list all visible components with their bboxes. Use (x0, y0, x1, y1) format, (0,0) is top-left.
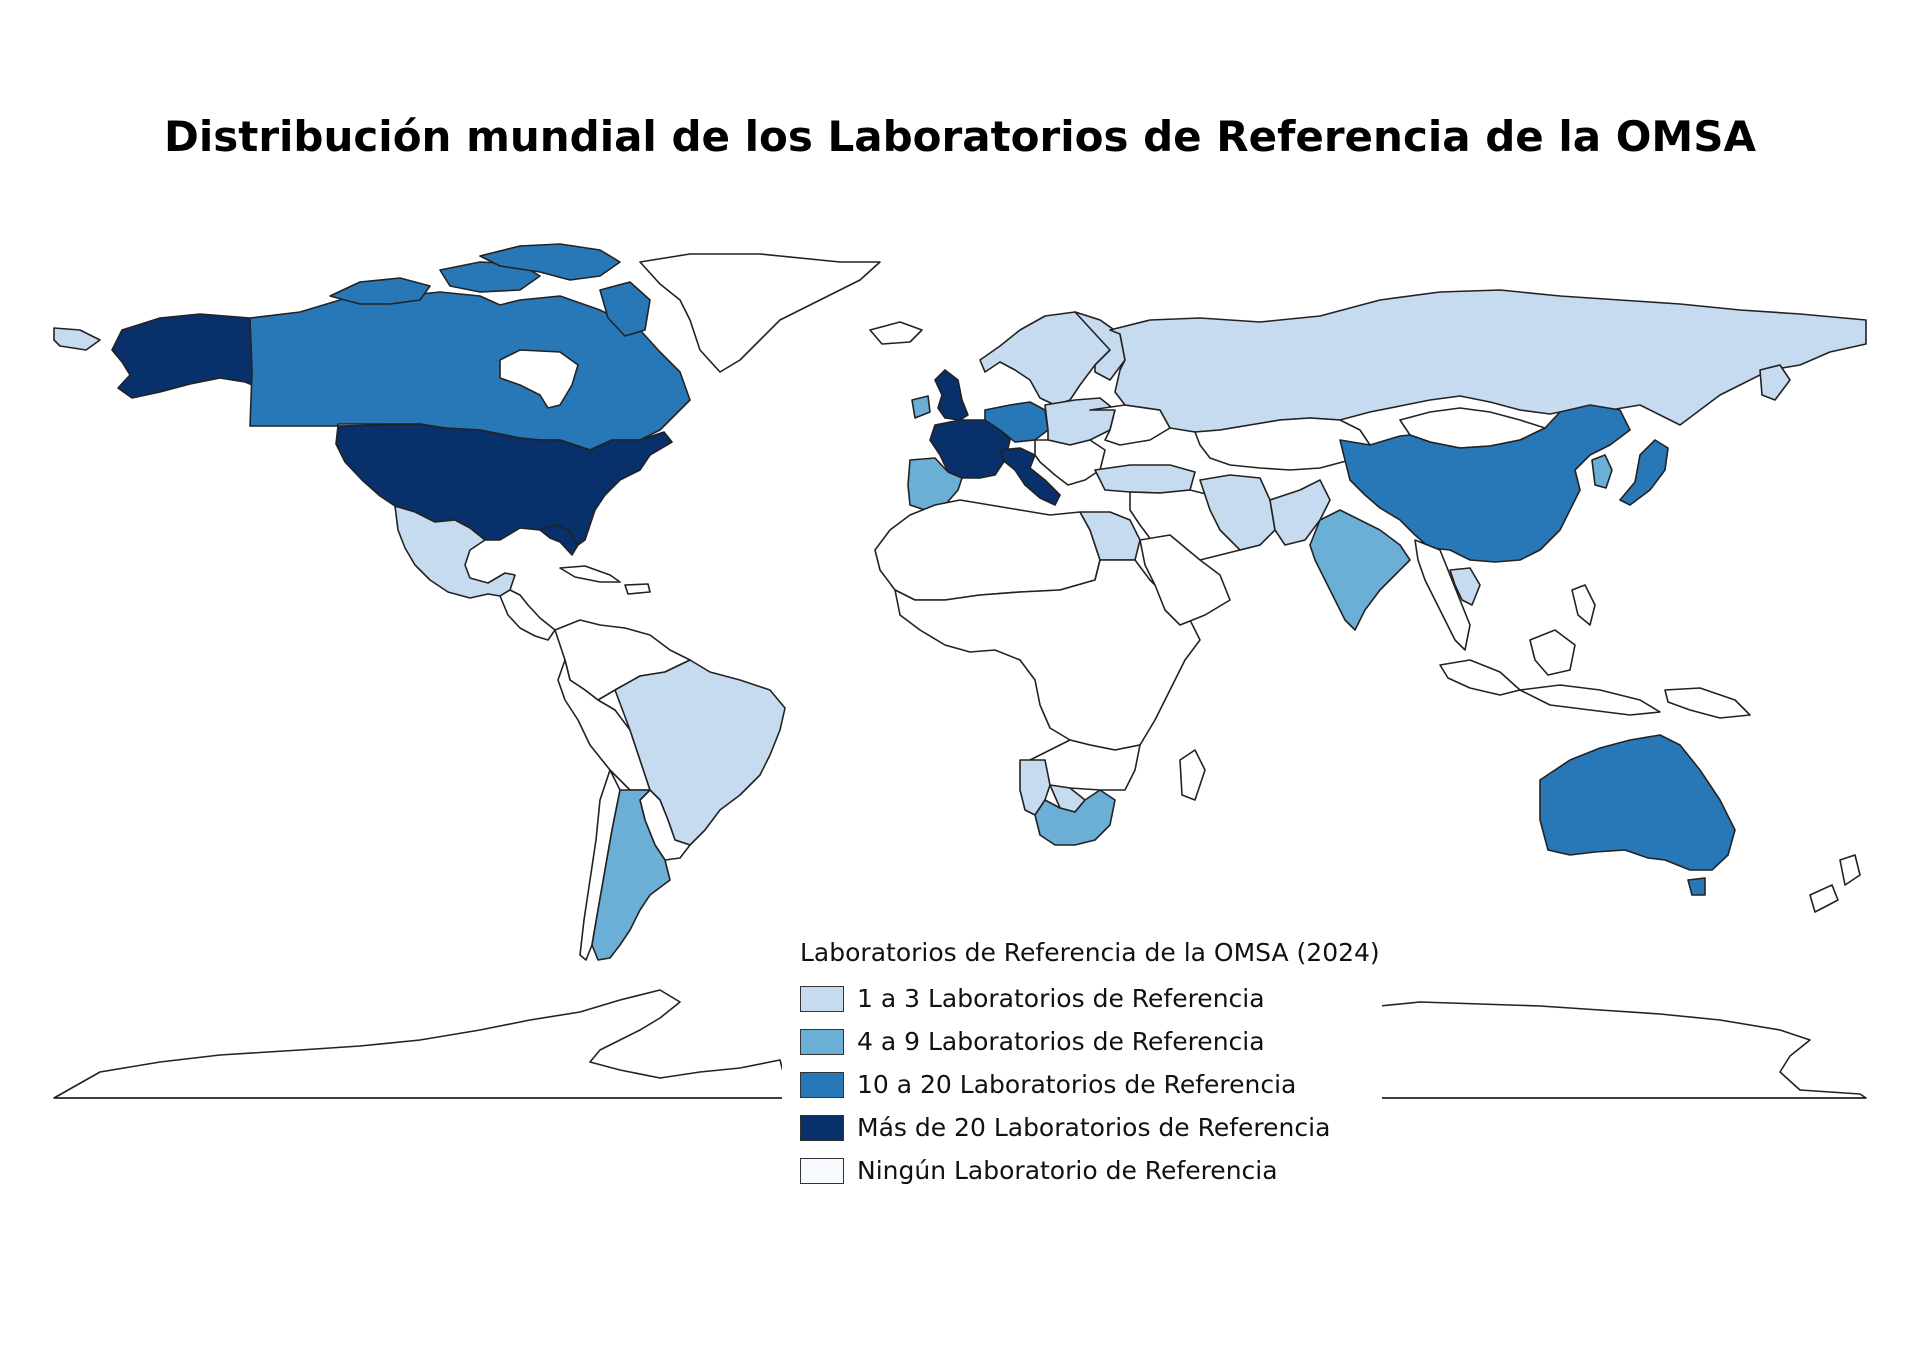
region-tasmania (1687, 877, 1706, 896)
region-usa (335, 423, 673, 546)
map-title: Distribución mundial de los Laboratorios… (163, 112, 1756, 161)
region-eastern-europe (1044, 397, 1116, 446)
legend-label: 10 a 20 Laboratorios de Referencia (857, 1070, 1297, 1099)
region-argentina (591, 789, 671, 961)
region-japan (1619, 439, 1669, 506)
legend-swatch (800, 1114, 844, 1141)
region-uk (934, 369, 969, 421)
legend-label: Ningún Laboratorio de Referencia (857, 1156, 1278, 1185)
legend-item: 4 a 9 Laboratorios de Referencia (800, 1020, 1372, 1063)
legend-item: Más de 20 Laboratorios de Referencia (800, 1106, 1372, 1149)
region-philippines (1571, 584, 1596, 626)
region-arctic-islands-1 (329, 277, 431, 305)
region-cuba (559, 565, 621, 583)
legend-swatch (800, 1071, 844, 1098)
legend-swatch (800, 985, 844, 1012)
region-germany (984, 401, 1049, 443)
region-italy (999, 447, 1061, 506)
region-florida (539, 524, 579, 556)
legend-title: Laboratorios de Referencia de la OMSA (2… (800, 938, 1380, 967)
region-central-america (499, 589, 556, 641)
region-arctic-islands-2 (439, 261, 541, 293)
region-australia (1539, 734, 1736, 871)
legend-item: 10 a 20 Laboratorios de Referencia (800, 1063, 1372, 1106)
legend-item: Ningún Laboratorio de Referencia (800, 1149, 1372, 1192)
region-central-africa (894, 559, 1201, 751)
region-balkans (1034, 439, 1106, 486)
region-arctic-islands-4 (599, 281, 651, 337)
legend-label: Más de 20 Laboratorios de Referencia (857, 1113, 1331, 1142)
legend-label: 1 a 3 Laboratorios de Referencia (857, 984, 1265, 1013)
region-kamchatka (1759, 364, 1791, 401)
region-russia (1109, 289, 1867, 433)
region-iceland (869, 321, 923, 345)
region-hudson-bay (499, 349, 579, 409)
region-arctic-islands-3 (479, 243, 621, 281)
region-turkey (1094, 464, 1196, 494)
region-mexico (394, 505, 516, 599)
legend-item: 1 a 3 Laboratorios de Referencia (800, 977, 1372, 1020)
region-korea (1591, 454, 1613, 489)
legend-label: 4 a 9 Laboratorios de Referencia (857, 1027, 1265, 1056)
region-south-africa (1034, 789, 1116, 846)
region-new-guinea (1664, 687, 1751, 719)
region-antarctica-east (1379, 1001, 1867, 1099)
region-spain-portugal (907, 457, 963, 511)
map-legend: Laboratorios de Referencia de la OMSA (2… (782, 918, 1382, 1202)
region-arabia (1139, 534, 1231, 626)
region-new-zealand (1839, 854, 1861, 886)
region-china (1339, 404, 1631, 563)
legend-swatch (800, 1028, 844, 1055)
region-iran-area (1199, 474, 1276, 551)
legend-swatch (800, 1157, 844, 1184)
region-egypt (1079, 511, 1141, 561)
region-antarctica-west (53, 989, 791, 1099)
region-indonesia-2 (1519, 684, 1661, 716)
region-se-asia (1414, 539, 1471, 651)
region-new-zealand-south (1809, 884, 1839, 913)
region-ireland (911, 395, 931, 419)
region-greenland (639, 253, 881, 373)
region-north-africa (874, 499, 1101, 601)
region-east-russia-edge (53, 327, 101, 351)
region-scandinavia (979, 311, 1121, 406)
region-indonesia-1 (1439, 659, 1521, 696)
region-thailand (1449, 567, 1481, 606)
region-madagascar (1179, 749, 1206, 801)
region-borneo (1529, 629, 1576, 676)
region-india (1309, 509, 1411, 631)
region-hispaniola (624, 583, 651, 595)
